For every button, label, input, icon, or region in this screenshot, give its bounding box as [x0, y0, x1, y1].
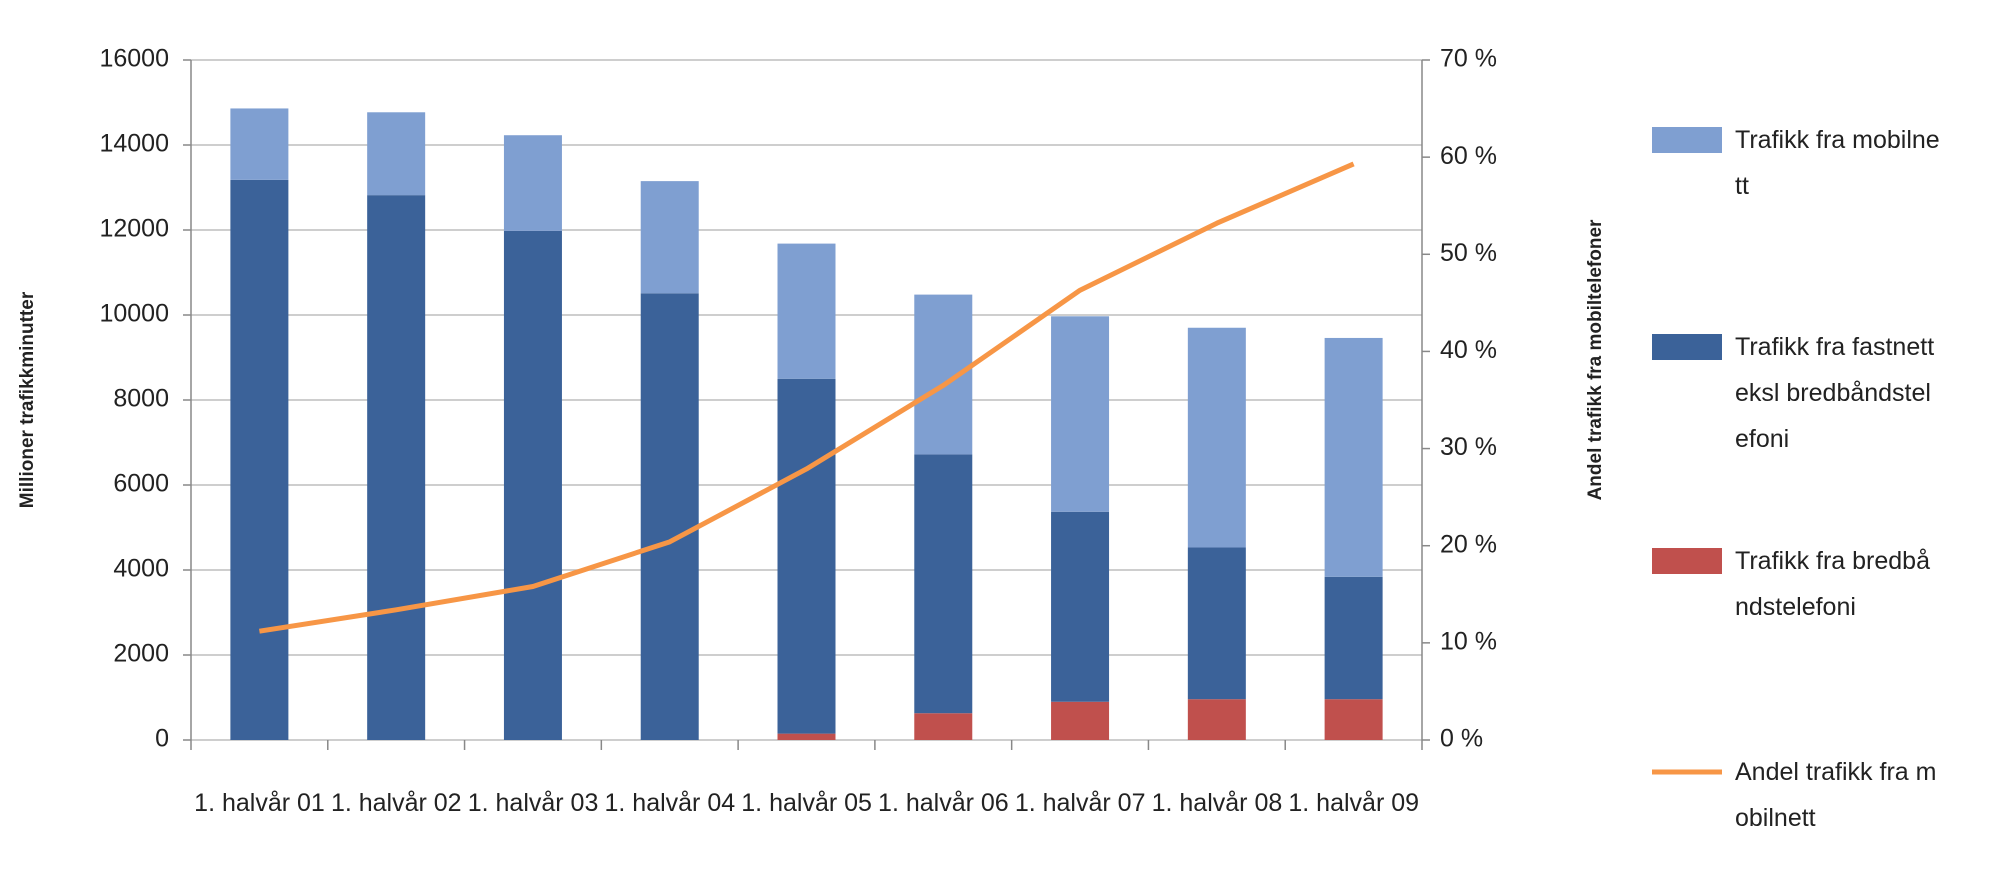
y2-tick-label: 70 % — [1440, 45, 1497, 73]
bar-segment — [914, 294, 973, 455]
y-axis-title: Millioner trafikkminutter — [17, 291, 38, 508]
bar-segment — [503, 135, 562, 231]
x-tick-label: 1. halvår 02 — [330, 789, 462, 817]
y-tick-label: 2000 — [113, 640, 169, 668]
legend-label: Trafikk fra mobilnett — [1735, 126, 1940, 200]
y-tick-label: 6000 — [113, 470, 169, 498]
bar-segment — [230, 108, 289, 180]
bar-segment — [230, 179, 289, 741]
bar-segment — [1187, 699, 1246, 740]
y2-tick-label: 60 % — [1440, 142, 1497, 170]
bar-segment — [914, 713, 973, 740]
bar-segment — [777, 733, 836, 740]
x-tick-label: 1. halvår 09 — [1288, 789, 1420, 817]
bar-segment — [1324, 337, 1383, 577]
y-tick-label: 0 — [155, 725, 169, 753]
x-tick-label: 1. halvår 03 — [467, 789, 599, 817]
y-tick-label: 14000 — [99, 130, 169, 158]
y2-tick-label: 0 % — [1440, 725, 1483, 753]
bar-segment — [367, 112, 426, 196]
y2-tick-label: 20 % — [1440, 530, 1497, 558]
legend-swatch — [1652, 334, 1722, 360]
bar-segment — [777, 378, 836, 734]
bar-segment — [914, 454, 973, 714]
bar-segment — [1324, 576, 1383, 700]
bar-segment — [1051, 316, 1110, 512]
legend-label: Trafikk fra fastnett eksl bredbåndstelef… — [1735, 333, 1935, 453]
y2-tick-label: 30 % — [1440, 433, 1497, 461]
x-tick-label: 1. halvår 05 — [741, 789, 872, 817]
bar-segment — [640, 181, 699, 294]
bar-segment — [367, 195, 426, 740]
x-tick-label: 1. halvår 04 — [604, 789, 736, 817]
bar-segment — [1324, 699, 1383, 740]
legend-swatch — [1652, 127, 1722, 153]
bar-segment — [777, 243, 836, 379]
y-tick-label: 12000 — [99, 215, 169, 243]
legend-label: Andel trafikk fra mobilnett — [1735, 758, 1937, 832]
bar-segment — [503, 230, 562, 740]
y2-tick-label: 10 % — [1440, 627, 1497, 655]
x-tick-label: 1. halvår 01 — [194, 789, 325, 817]
y2-tick-label: 40 % — [1440, 336, 1497, 364]
x-tick-label: 1. halvår 08 — [1151, 789, 1283, 817]
bar-segment — [1051, 511, 1110, 702]
bar-segment — [640, 293, 699, 740]
y-tick-label: 10000 — [99, 300, 169, 328]
x-tick-label: 1. halvår 07 — [1014, 789, 1146, 817]
legend-swatch — [1652, 548, 1722, 574]
y2-axis-title: Andel trafikk fra mobiltelefoner — [1585, 219, 1606, 500]
y2-tick-label: 50 % — [1440, 239, 1497, 267]
line-series — [259, 161, 1355, 634]
bar-segment — [1051, 701, 1110, 740]
y-tick-label: 16000 — [99, 45, 169, 73]
y-tick-label: 4000 — [113, 555, 169, 583]
bar-segment — [1187, 327, 1246, 548]
y-tick-label: 8000 — [113, 385, 169, 413]
bar-segment — [1187, 547, 1246, 700]
x-tick-label: 1. halvår 06 — [878, 789, 1009, 817]
legend-label: Trafikk fra bredbåndstelefoni — [1735, 547, 1930, 621]
